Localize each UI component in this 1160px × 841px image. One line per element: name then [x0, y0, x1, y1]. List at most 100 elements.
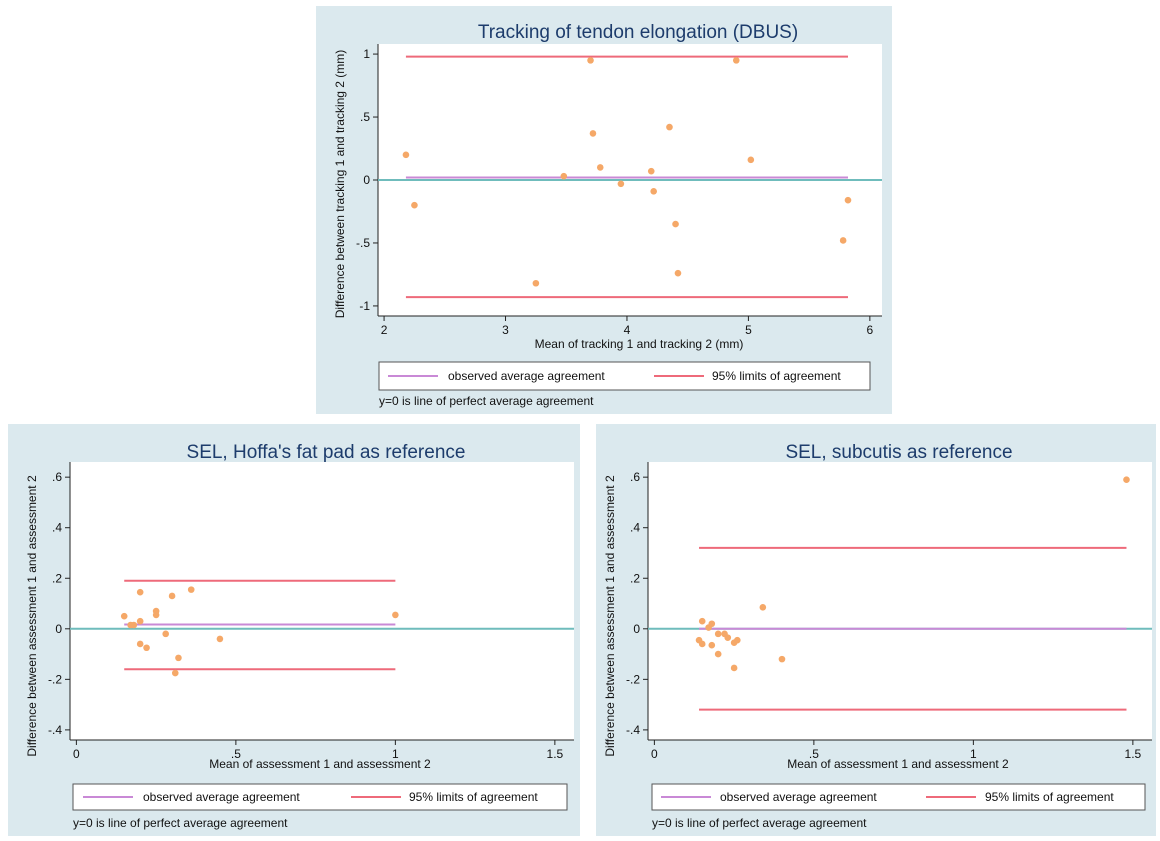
- y-tick-label: -.4: [48, 723, 62, 737]
- legend-box: [651, 783, 1146, 811]
- chart-title: SEL, Hoffa's fat pad as reference: [187, 442, 466, 463]
- chart-panel-hoffa-fat-pad: SEL, Hoffa's fat pad as reference -.4 -.2…: [8, 424, 580, 836]
- y-tick-label: -.4: [626, 723, 640, 737]
- y-axis-label: Difference between tracking 1 and tracki…: [333, 50, 347, 319]
- y-tick-label: -.5: [356, 236, 370, 250]
- data-point: [844, 196, 852, 204]
- y-tick-label: .5: [360, 110, 370, 124]
- y-tick-label: -.2: [626, 672, 640, 686]
- legend-label-limits: 95% limits of agreement: [409, 790, 538, 804]
- data-point: [143, 644, 150, 652]
- y-tick-label: .2: [630, 571, 640, 585]
- x-axis-label: Mean of assessment 1 and assessment 2: [787, 757, 1009, 771]
- x-tick-label: 5: [745, 323, 752, 337]
- y-tick-label: 1: [363, 47, 370, 61]
- data-point: [216, 635, 224, 643]
- data-point: [1123, 476, 1130, 483]
- legend-label-limits: 95% limits of agreement: [985, 790, 1114, 804]
- legend-label-limits: 95% limits of agreement: [712, 369, 841, 383]
- legend-box: [378, 361, 871, 391]
- data-point: [778, 655, 786, 663]
- y-axis-label: Difference between assessment 1 and asse…: [25, 475, 39, 757]
- data-point: [589, 130, 597, 137]
- data-point: [672, 220, 679, 228]
- chart-svg: Tracking of tendon elongation (DBUS) -1-…: [333, 22, 882, 408]
- data-point: [647, 167, 655, 175]
- data-point: [560, 172, 568, 180]
- x-tick-label: 1.5: [1125, 747, 1142, 761]
- y-tick-label: 0: [363, 173, 370, 187]
- x-axis-label: Mean of tracking 1 and tracking 2 (mm): [535, 337, 744, 351]
- x-tick-label: 0: [73, 747, 80, 761]
- y-tick-label: .2: [52, 571, 62, 585]
- plot-area: [648, 462, 1152, 740]
- data-point: [708, 620, 716, 628]
- y-tick-label: .6: [630, 470, 640, 484]
- chart-note: y=0 is line of perfect average agreement: [73, 816, 288, 830]
- x-tick-label: 6: [867, 323, 874, 337]
- data-point: [187, 586, 195, 593]
- data-point: [532, 279, 540, 287]
- chart-panel-tendon-elongation: Tracking of tendon elongation (DBUS) -1-…: [316, 6, 892, 414]
- x-tick-label: 0: [651, 747, 658, 761]
- data-point: [698, 640, 706, 648]
- y-tick-label: .6: [52, 470, 62, 484]
- legend-box: [72, 783, 568, 811]
- data-point: [674, 269, 682, 277]
- data-point: [175, 654, 182, 662]
- x-tick-label: 1.5: [547, 747, 564, 761]
- chart-note: y=0 is line of perfect average agreement: [379, 394, 594, 408]
- y-tick-label: -.2: [48, 672, 62, 686]
- x-tick-label: 2: [381, 323, 388, 337]
- y-tick-label: 0: [633, 622, 640, 636]
- chart-marks: -1 -.5 0 .5 1 2 3 4 5 6: [356, 44, 882, 337]
- data-point: [120, 612, 128, 620]
- data-point: [411, 201, 418, 209]
- x-tick-label: .5: [809, 747, 819, 761]
- data-point: [617, 180, 625, 188]
- y-tick-label: -1: [359, 299, 370, 313]
- x-tick-label: .5: [231, 747, 241, 761]
- data-point: [162, 630, 169, 638]
- data-point: [759, 604, 767, 611]
- y-tick-label: .4: [630, 521, 640, 535]
- legend-label-observed: observed average agreement: [143, 790, 300, 804]
- x-axis-label: Mean of assessment 1 and assessment 2: [209, 757, 431, 771]
- data-point: [714, 630, 722, 638]
- chart-note: y=0 is line of perfect average agreement: [652, 816, 867, 830]
- data-point: [587, 57, 594, 64]
- data-point: [136, 588, 144, 596]
- chart-title: Tracking of tendon elongation (DBUS): [478, 22, 798, 43]
- x-tick-label: 1: [392, 747, 399, 761]
- x-tick-label: 1: [970, 747, 977, 761]
- data-point: [392, 611, 399, 619]
- data-point: [698, 617, 706, 625]
- data-point: [734, 636, 741, 644]
- data-point: [666, 123, 673, 131]
- chart-svg: SEL, Hoffa's fat pad as reference -.4 -.2…: [25, 442, 574, 830]
- chart-title: SEL, subcutis as reference: [785, 442, 1012, 463]
- x-tick-label: 4: [624, 323, 631, 337]
- data-point: [136, 617, 144, 625]
- data-point: [171, 669, 179, 677]
- data-point: [708, 641, 716, 649]
- y-axis-label: Difference between assessment 1 and asse…: [603, 475, 617, 757]
- chart-panel-subcutis: SEL, subcutis as reference -.4 -.2 0 .2 .4 .6…: [596, 424, 1156, 836]
- chart-marks: -.4 -.2 0 .2 .4 .6 0 .5 1 1.5: [626, 462, 1152, 761]
- chart-marks: -.4 -.2 0 .2 .4 .6 0 .5 1 1.5: [48, 462, 574, 761]
- x-tick-label: 3: [502, 323, 509, 337]
- plot-area: [70, 462, 574, 740]
- data-point: [402, 151, 410, 159]
- data-point: [839, 237, 847, 244]
- data-point: [714, 650, 722, 658]
- legend-label-observed: observed average agreement: [720, 790, 877, 804]
- data-point: [724, 634, 732, 641]
- data-point: [152, 607, 160, 615]
- data-point: [730, 664, 738, 672]
- data-point: [168, 592, 176, 600]
- chart-svg: SEL, subcutis as reference -.4 -.2 0 .2 .4 .6…: [603, 442, 1152, 830]
- data-point: [732, 57, 740, 64]
- data-point: [650, 188, 657, 195]
- y-tick-label: 0: [55, 622, 62, 636]
- y-tick-label: .4: [52, 521, 62, 535]
